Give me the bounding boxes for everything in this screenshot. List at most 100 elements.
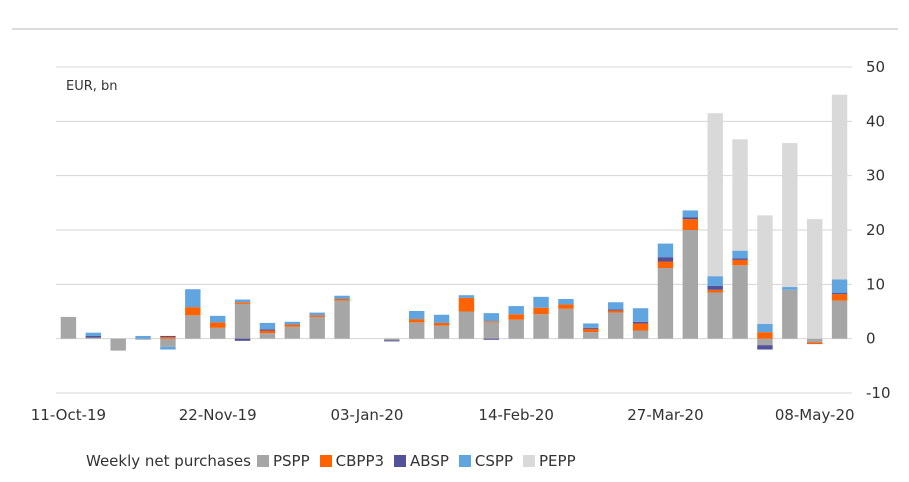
y-tick-label: 30 xyxy=(866,167,885,185)
bar-cspp xyxy=(732,250,748,259)
legend: Weekly net purchases PSPP CBPP3 ABSP CSPP PE… xyxy=(86,452,586,470)
bar-pspp xyxy=(732,265,748,339)
bar-absp xyxy=(632,321,649,324)
bar-cspp xyxy=(483,313,500,322)
bar-pspp xyxy=(110,338,126,351)
bar-cspp xyxy=(185,289,201,308)
bar-pspp xyxy=(209,327,226,339)
bar-absp xyxy=(583,327,599,329)
x-tick-label: 14-Feb-20 xyxy=(478,406,554,424)
bar-pspp xyxy=(234,303,251,339)
bar-cspp xyxy=(284,321,301,325)
legend-label: CBPP3 xyxy=(335,452,385,470)
bar-absp xyxy=(657,257,674,262)
legend-label: CSPP xyxy=(474,452,513,470)
bar-pepp xyxy=(806,219,823,339)
x-axis-ticks: 11-Oct-19 22-Nov-19 03-Jan-20 14-Feb-20 27-M… xyxy=(31,406,855,424)
legend-swatch xyxy=(394,455,407,467)
bar-cspp xyxy=(533,296,549,308)
x-tick-label: 22-Nov-19 xyxy=(179,406,257,424)
bar-pspp xyxy=(508,319,524,339)
bars xyxy=(60,94,848,351)
bar-cbpp3 xyxy=(757,332,773,339)
legend-item-absp: ABSP xyxy=(394,452,449,470)
bar-cbpp3 xyxy=(483,321,500,323)
bar-pspp xyxy=(259,333,276,339)
bar-pepp xyxy=(831,94,848,280)
bar-cspp xyxy=(334,295,350,299)
bar-cbpp3 xyxy=(284,324,301,327)
bar-pspp xyxy=(682,230,699,339)
bar-cspp xyxy=(309,312,325,316)
bar-cbpp3 xyxy=(707,289,723,293)
legend-swatch xyxy=(458,455,471,467)
bar-cbpp3 xyxy=(558,304,574,309)
bar-cbpp3 xyxy=(185,307,201,316)
bar-absp xyxy=(160,335,176,338)
bar-pspp xyxy=(558,308,574,339)
bar-cbpp3 xyxy=(732,259,748,266)
bar-pspp xyxy=(433,325,450,339)
bar-cspp xyxy=(259,322,276,330)
bar-absp xyxy=(483,338,500,340)
legend-title: Weekly net purchases xyxy=(86,452,251,470)
bar-absp xyxy=(682,217,699,220)
bar-absp xyxy=(85,335,102,338)
x-tick-label: 27-Mar-20 xyxy=(627,406,703,424)
bar-cspp xyxy=(757,324,773,333)
bar-cbpp3 xyxy=(508,314,524,320)
y-tick-label: 0 xyxy=(866,330,876,348)
bar-cbpp3 xyxy=(583,328,599,333)
legend-label: PEPP xyxy=(539,452,576,470)
bar-pspp xyxy=(782,289,798,339)
bar-pspp xyxy=(185,315,201,339)
bar-cspp xyxy=(782,287,798,290)
bar-pspp xyxy=(632,330,649,339)
legend-label: PSPP xyxy=(272,452,310,470)
bar-cspp xyxy=(607,302,624,310)
bar-cbpp3 xyxy=(632,323,649,331)
bar-pspp xyxy=(483,322,500,339)
bar-cspp xyxy=(632,308,649,322)
bar-pspp xyxy=(384,338,400,341)
bar-cbpp3 xyxy=(657,261,674,269)
bar-cspp xyxy=(831,279,848,294)
legend-swatch xyxy=(319,455,332,467)
bar-cspp xyxy=(433,314,450,323)
bar-pspp xyxy=(607,312,624,339)
bar-pspp xyxy=(334,300,350,339)
x-tick-label: 11-Oct-19 xyxy=(31,406,106,424)
bar-pspp xyxy=(284,326,301,339)
bar-cspp xyxy=(234,299,251,303)
bar-cspp xyxy=(408,310,425,320)
bar-cspp xyxy=(508,306,524,315)
legend-item-pspp: PSPP xyxy=(256,452,310,470)
bar-cbpp3 xyxy=(234,302,251,304)
bar-cbpp3 xyxy=(334,299,350,301)
bar-cspp xyxy=(558,299,574,305)
bar-cbpp3 xyxy=(533,307,549,315)
bar-pspp xyxy=(657,268,674,339)
y-tick-label: 40 xyxy=(866,112,885,130)
x-tick-label: 08-May-20 xyxy=(775,406,855,424)
bar-pspp xyxy=(309,316,325,339)
bar-pspp xyxy=(160,338,176,347)
bar-pspp xyxy=(831,300,848,339)
bar-absp xyxy=(831,293,848,295)
unit-label: EUR, bn xyxy=(66,79,118,94)
bar-cbpp3 xyxy=(259,330,276,334)
legend-label: ABSP xyxy=(410,452,449,470)
legend-item-cspp: CSPP xyxy=(458,452,513,470)
bar-pspp xyxy=(458,311,475,339)
bar-cbpp3 xyxy=(607,310,624,313)
bar-pspp xyxy=(583,332,599,339)
bar-cspp xyxy=(85,332,102,336)
gridlines xyxy=(56,66,852,394)
y-axis-ticks: 50 40 30 20 10 0 -10 xyxy=(866,58,891,402)
bar-pepp xyxy=(707,113,723,277)
bar-pepp xyxy=(757,215,773,324)
bar-cspp xyxy=(209,315,226,323)
bar-pspp xyxy=(135,338,151,340)
bar-pspp xyxy=(806,338,823,343)
x-tick-label: 03-Jan-20 xyxy=(330,406,403,424)
